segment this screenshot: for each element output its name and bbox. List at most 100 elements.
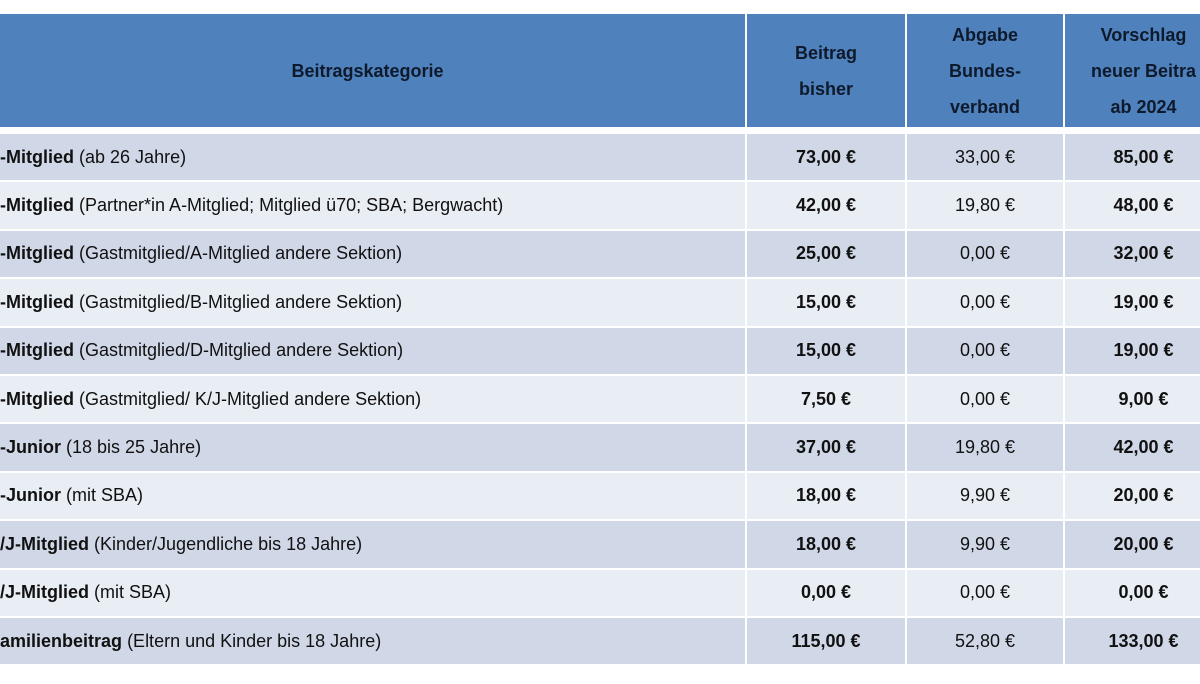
category-name: -Mitglied (0, 291, 74, 312)
amount: 115,00 € (791, 630, 861, 651)
amount-cell: 0,00 € (747, 569, 905, 616)
header-cell: Beitragskategorie (0, 14, 745, 127)
amount-cell: 85,00 € (1065, 134, 1200, 181)
amount: 32,00 € (1113, 243, 1174, 264)
amount: 25,00 € (795, 243, 857, 264)
category-note: (Partner*in A-Mitglied; Mitglied ü70; SB… (79, 195, 504, 216)
amount-cell: 0,00 € (907, 230, 1063, 278)
category-note: (Gastmitglied/A-Mitglied andere Sektion) (79, 243, 403, 264)
amount: 73,00 € (795, 146, 857, 167)
amount: 15,00 € (795, 340, 857, 361)
amount: 0,00 € (959, 243, 1011, 264)
amount: 37,00 € (795, 437, 857, 458)
category-note: (Eltern und Kinder bis 18 Jahre) (127, 630, 382, 651)
amount: 42,00 € (1113, 437, 1174, 458)
amount-cell: 42,00 € (747, 182, 905, 229)
category-cell: /J-Mitglied (Kinder/Jugendliche bis 18 J… (0, 521, 745, 568)
amount-cell: 37,00 € (747, 424, 905, 471)
amount: 48,00 € (1113, 195, 1174, 216)
amount-cell: 19,80 € (907, 424, 1063, 471)
category-note: (Kinder/Jugendliche bis 18 Jahre) (94, 533, 363, 554)
amount: 85,00 € (1113, 146, 1174, 167)
header-cell: Abgabe Bundes-verband (907, 14, 1063, 127)
amount: 0,00 € (959, 340, 1011, 361)
amount-cell: 20,00 € (1065, 521, 1200, 568)
header-line: ab 2024 (1110, 96, 1177, 117)
amount-cell: 18,00 € (747, 472, 905, 520)
amount-cell: 0,00 € (907, 376, 1063, 423)
amount: 42,00 € (795, 195, 857, 216)
category-name: -Mitglied (0, 243, 74, 264)
header-line: verband (949, 96, 1021, 117)
header-line: Vorschlag (1100, 24, 1187, 45)
amount: 133,00 € (1108, 630, 1179, 651)
category-cell: amilienbeitrag (Eltern und Kinder bis 18… (0, 618, 745, 665)
amount-cell: 0,00 € (907, 569, 1063, 616)
header-line: Abgabe (951, 24, 1018, 45)
category-note: (Gastmitglied/B-Mitglied andere Sektion) (79, 291, 403, 312)
header-line: Beitrag (794, 42, 857, 63)
amount-cell: 33,00 € (907, 134, 1063, 181)
category-name: -Mitglied (0, 195, 74, 216)
amount: 9,00 € (1118, 388, 1169, 409)
amount: 0,00 € (959, 582, 1011, 603)
amount-cell: 15,00 € (747, 327, 905, 374)
amount-cell: 15,00 € (747, 279, 905, 326)
category-cell: -Junior (mit SBA) (0, 472, 745, 520)
category-cell: /J-Mitglied (mit SBA) (0, 569, 745, 616)
amount: 18,00 € (795, 533, 857, 554)
category-cell: -Mitglied (ab 26 Jahre) (0, 134, 745, 181)
amount: 18,00 € (795, 485, 857, 506)
amount: 19,00 € (1113, 340, 1174, 361)
amount: 0,00 € (959, 291, 1011, 312)
category-cell: -Junior (18 bis 25 Jahre) (0, 424, 745, 471)
category-name: -Junior (0, 437, 61, 458)
amount-cell: 9,90 € (907, 521, 1063, 568)
category-name: -Mitglied (0, 340, 74, 361)
category-name: -Junior (0, 485, 61, 506)
amount-cell: 20,00 € (1065, 472, 1200, 520)
amount-cell: 0,00 € (1065, 569, 1200, 616)
amount-cell: 18,00 € (747, 521, 905, 568)
amount-cell: 52,80 € (907, 618, 1063, 665)
amount: 15,00 € (795, 291, 857, 312)
category-note: (mit SBA) (94, 582, 172, 603)
header-line: Bundes- (949, 60, 1021, 81)
amount: 20,00 € (1113, 485, 1174, 506)
amount-cell: 19,80 € (907, 182, 1063, 229)
amount-cell: 115,00 € (747, 618, 905, 665)
category-cell: -Mitglied (Gastmitglied/ K/J-Mitglied an… (0, 376, 745, 423)
amount: 9,90 € (959, 485, 1011, 506)
category-name: amilienbeitrag (0, 630, 123, 651)
amount: 9,90 € (959, 533, 1011, 554)
amount: 19,00 € (1113, 291, 1174, 312)
amount: 0,00 € (959, 388, 1011, 409)
amount-cell: 32,00 € (1065, 230, 1200, 278)
amount-cell: 19,00 € (1065, 279, 1200, 326)
amount: 20,00 € (1113, 533, 1174, 554)
header-cell: Beitrag bisher (747, 14, 905, 127)
category-note: (18 bis 25 Jahre) (66, 437, 202, 458)
amount: 52,80 € (954, 630, 1016, 651)
header-line: Beitragskategorie (291, 60, 444, 81)
category-cell: -Mitglied (Partner*in A-Mitglied; Mitgli… (0, 182, 745, 229)
header-line: bisher (798, 78, 854, 99)
category-cell: -Mitglied (Gastmitglied/B-Mitglied ander… (0, 279, 745, 326)
amount: 19,80 € (954, 437, 1016, 458)
category-note: (Gastmitglied/D-Mitglied andere Sektion) (79, 340, 404, 361)
header-line: neuer Beitra (1090, 60, 1197, 81)
amount: 0,00 € (800, 582, 852, 603)
amount: 19,80 € (954, 195, 1016, 216)
amount-cell: 42,00 € (1065, 424, 1200, 471)
category-name: /J-Mitglied (0, 533, 89, 554)
category-name: -Mitglied (0, 146, 74, 167)
amount: 7,50 € (800, 388, 852, 409)
category-note: (ab 26 Jahre) (79, 146, 187, 167)
category-name: -Mitglied (0, 388, 74, 409)
category-note: (mit SBA) (66, 485, 144, 506)
amount-cell: 25,00 € (747, 230, 905, 278)
amount-cell: 19,00 € (1065, 327, 1200, 374)
category-name: /J-Mitglied (0, 582, 89, 603)
amount-cell: 48,00 € (1065, 182, 1200, 229)
